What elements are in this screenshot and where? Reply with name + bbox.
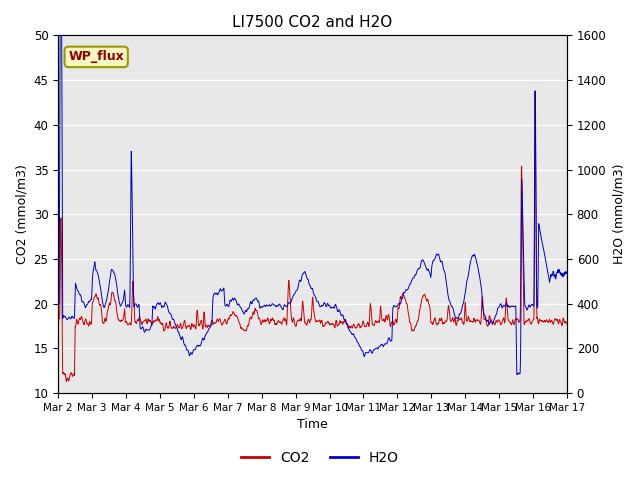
Text: WP_flux: WP_flux xyxy=(68,50,124,63)
Title: LI7500 CO2 and H2O: LI7500 CO2 and H2O xyxy=(232,15,393,30)
Legend: CO2, H2O: CO2, H2O xyxy=(236,445,404,471)
Y-axis label: CO2 (mmol/m3): CO2 (mmol/m3) xyxy=(15,164,28,264)
X-axis label: Time: Time xyxy=(297,419,328,432)
Y-axis label: H2O (mmol/m3): H2O (mmol/m3) xyxy=(612,164,625,264)
